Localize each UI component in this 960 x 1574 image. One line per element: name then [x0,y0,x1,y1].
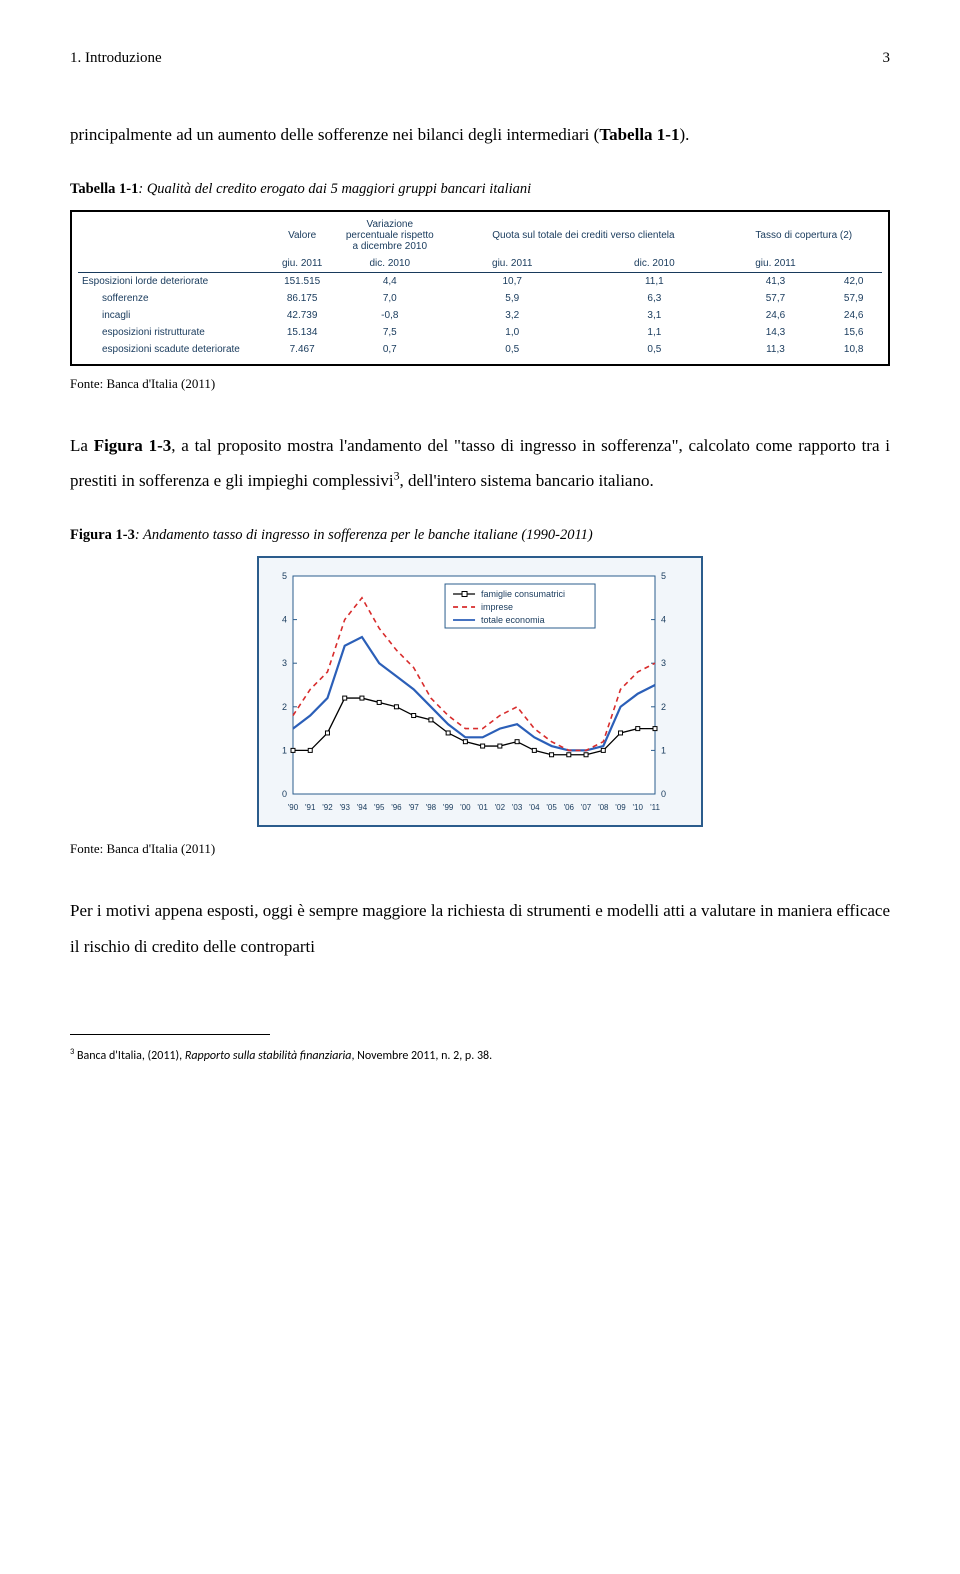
svg-text:'91: '91 [305,803,316,812]
svg-text:4: 4 [661,615,666,625]
svg-text:'07: '07 [581,803,592,812]
paragraph-conclusion: Per i motivi appena esposti, oggi è semp… [70,893,890,964]
caption-label: Tabella 1-1 [70,181,138,197]
figure-caption: Figura 1-3: Andamento tasso di ingresso … [70,527,890,544]
section-title: 1. Introduzione [70,50,162,67]
svg-text:'06: '06 [564,803,575,812]
svg-text:'10: '10 [633,803,644,812]
caption-text: : Qualità del credito erogato dai 5 magg… [138,181,531,197]
svg-text:'95: '95 [374,803,385,812]
svg-text:4: 4 [282,615,287,625]
svg-text:famiglie consumatrici: famiglie consumatrici [481,589,565,599]
text-italic: Rapporto sulla stabilità finanziaria [185,1049,352,1063]
svg-text:3: 3 [661,658,666,668]
caption-text: : Andamento tasso di ingresso in soffere… [135,527,593,543]
caption-label: Figura 1-3 [70,527,135,543]
svg-text:'08: '08 [598,803,609,812]
ref-table: Tabella 1-1 [599,125,679,144]
svg-text:5: 5 [282,571,287,581]
svg-text:'04: '04 [529,803,540,812]
svg-text:0: 0 [282,789,287,799]
svg-text:3: 3 [282,658,287,668]
paragraph-figura: La Figura 1-3, a tal proposito mostra l'… [70,428,890,499]
svg-text:2: 2 [282,702,287,712]
svg-text:imprese: imprese [481,602,513,612]
table-source: Fonte: Banca d'Italia (2011) [70,376,890,392]
svg-text:'94: '94 [357,803,368,812]
svg-text:'11: '11 [650,803,660,812]
svg-text:'99: '99 [443,803,454,812]
page-header: 1. Introduzione 3 [70,50,890,67]
footnote-separator [70,1034,270,1035]
svg-text:'98: '98 [426,803,437,812]
text: Banca d'Italia, (2011), [74,1049,185,1063]
line-chart: 0 0 1 1 2 2 3 3 4 4 5 5 '90 '91 '92 '93 '94 '95 '96 '97 '98 '… [265,566,683,816]
svg-text:totale economia: totale economia [481,615,545,625]
table-caption: Tabella 1-1: Qualità del credito erogato… [70,181,890,198]
svg-text:5: 5 [661,571,666,581]
figure-source: Fonte: Banca d'Italia (2011) [70,841,890,857]
text: ). [679,125,689,144]
svg-text:2: 2 [661,702,666,712]
svg-text:'97: '97 [408,803,419,812]
svg-text:'90: '90 [288,803,299,812]
table-1-1: ValoreVariazione percentuale rispetto a … [70,210,890,366]
svg-text:'01: '01 [477,803,488,812]
svg-text:'00: '00 [460,803,471,812]
svg-text:'05: '05 [546,803,557,812]
svg-text:'09: '09 [615,803,626,812]
figure-1-3: 0 0 1 1 2 2 3 3 4 4 5 5 '90 '91 '92 '93 '94 '95 '96 '97 '98 '… [70,556,890,827]
svg-text:'92: '92 [322,803,333,812]
svg-text:0: 0 [661,789,666,799]
footnote-3: 3 Banca d'Italia, (2011), Rapporto sulla… [70,1047,890,1063]
svg-text:'96: '96 [391,803,402,812]
svg-text:'02: '02 [495,803,506,812]
svg-text:'03: '03 [512,803,523,812]
page-number: 3 [883,50,891,67]
text: principalmente ad un aumento delle soffe… [70,125,599,144]
chart-container: 0 0 1 1 2 2 3 3 4 4 5 5 '90 '91 '92 '93 '94 '95 '96 '97 '98 '… [257,556,703,827]
ref-figure: Figura 1-3 [94,436,172,455]
paragraph-intro: principalmente ad un aumento delle soffe… [70,117,890,153]
svg-text:'93: '93 [339,803,350,812]
text: , Novembre 2011, n. 2, p. 38. [351,1049,492,1063]
text: , dell'intero sistema bancario italiano. [400,471,654,490]
svg-text:1: 1 [661,745,666,755]
svg-text:1: 1 [282,745,287,755]
credit-quality-table: ValoreVariazione percentuale rispetto a … [78,216,882,358]
text: La [70,436,94,455]
